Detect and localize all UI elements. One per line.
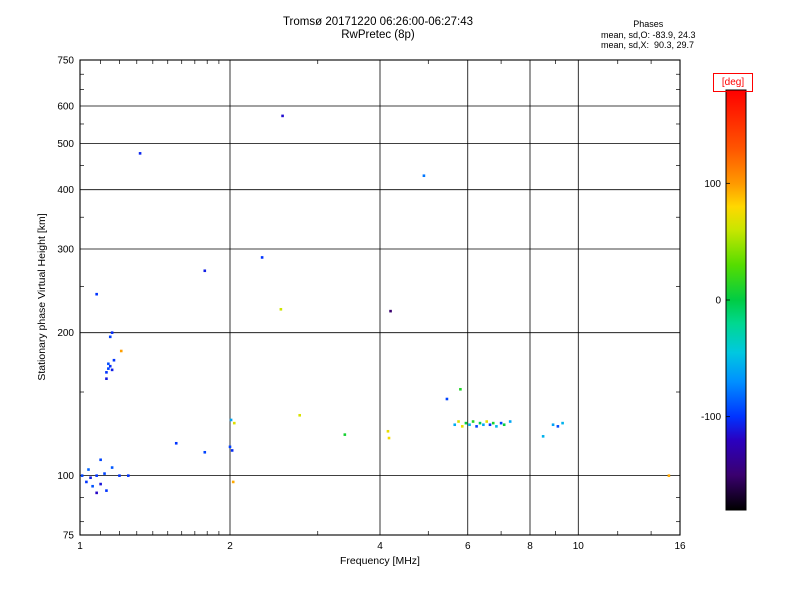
svg-text:200: 200 <box>57 328 74 339</box>
svg-text:75: 75 <box>63 531 75 542</box>
colorbar-unit-label: [deg] <box>713 73 753 92</box>
svg-text:-100: -100 <box>701 412 721 423</box>
x-axis-label: Frequency [MHz] <box>340 555 420 567</box>
phases-annotation: Phases mean, sd,O: -83.9, 24.3 mean, sd,… <box>601 19 696 51</box>
svg-text:2: 2 <box>227 541 233 552</box>
svg-text:100: 100 <box>704 179 721 190</box>
svg-text:0: 0 <box>715 296 721 307</box>
svg-text:1: 1 <box>77 541 83 552</box>
svg-text:4: 4 <box>377 541 383 552</box>
phases-title: Phases <box>633 19 664 29</box>
svg-text:300: 300 <box>57 245 74 256</box>
svg-text:400: 400 <box>57 185 74 196</box>
svg-text:8: 8 <box>527 541 533 552</box>
phases-o-stats: mean, sd,O: -83.9, 24.3 <box>601 29 696 40</box>
chart-subtitle: RwPretec (8p) <box>341 29 415 41</box>
phases-x-stats: mean, sd,X: 90.3, 29.7 <box>601 40 695 50</box>
svg-text:750: 750 <box>57 56 74 67</box>
svg-text:16: 16 <box>674 541 686 552</box>
y-axis-label: Stationary phase Virtual Height [km] <box>36 213 48 381</box>
chart-title: Tromsø 20171220 06:26:00-06:27:43 <box>282 16 474 28</box>
svg-text:100: 100 <box>57 471 74 482</box>
svg-text:500: 500 <box>57 139 74 150</box>
chart-title-block: Tromsø 20171220 06:26:00-06:27:43 RwPret… <box>283 16 473 42</box>
svg-text:600: 600 <box>57 102 74 113</box>
svg-text:10: 10 <box>573 541 585 552</box>
svg-text:6: 6 <box>465 541 471 552</box>
